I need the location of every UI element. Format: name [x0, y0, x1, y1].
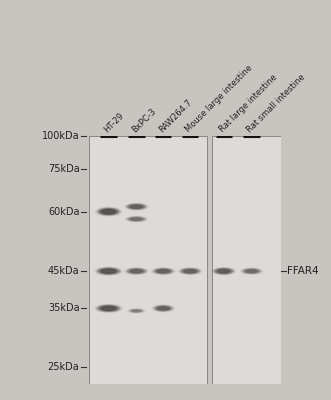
Ellipse shape [124, 267, 149, 275]
Bar [89, 136, 208, 384]
Ellipse shape [129, 269, 144, 274]
Text: 35kDa: 35kDa [48, 303, 79, 313]
Ellipse shape [218, 270, 229, 272]
Ellipse shape [125, 203, 147, 210]
Text: HT-29: HT-29 [102, 110, 126, 134]
Ellipse shape [214, 268, 233, 274]
Ellipse shape [102, 270, 115, 272]
Ellipse shape [158, 270, 169, 272]
Ellipse shape [131, 309, 142, 312]
Ellipse shape [127, 216, 146, 222]
Ellipse shape [127, 268, 146, 274]
Ellipse shape [154, 268, 173, 274]
Ellipse shape [94, 304, 123, 313]
Ellipse shape [132, 310, 141, 312]
Ellipse shape [153, 305, 174, 312]
Ellipse shape [128, 308, 145, 313]
Ellipse shape [183, 269, 197, 274]
Ellipse shape [154, 305, 172, 312]
Ellipse shape [179, 268, 201, 275]
Ellipse shape [125, 268, 147, 275]
Ellipse shape [98, 208, 119, 215]
Ellipse shape [131, 206, 142, 208]
Ellipse shape [184, 270, 196, 272]
Text: 100kDa: 100kDa [42, 131, 79, 141]
Bar [212, 136, 281, 384]
Text: 75kDa: 75kDa [48, 164, 79, 174]
Ellipse shape [213, 267, 235, 275]
Text: 25kDa: 25kDa [48, 362, 79, 372]
Text: FFAR4: FFAR4 [287, 266, 319, 276]
Ellipse shape [95, 207, 122, 216]
Ellipse shape [131, 218, 142, 220]
Ellipse shape [127, 308, 146, 314]
Ellipse shape [124, 203, 149, 211]
Ellipse shape [129, 309, 144, 313]
Ellipse shape [100, 268, 117, 274]
Ellipse shape [158, 307, 169, 309]
Ellipse shape [96, 304, 121, 312]
Ellipse shape [131, 270, 142, 272]
Ellipse shape [151, 267, 176, 275]
Ellipse shape [178, 267, 203, 275]
Text: Rat large intestine: Rat large intestine [217, 73, 279, 134]
Text: RAW264.7: RAW264.7 [157, 97, 194, 134]
Ellipse shape [98, 268, 119, 275]
Ellipse shape [94, 266, 123, 276]
Ellipse shape [100, 306, 117, 311]
Text: Mouse large intestine: Mouse large intestine [184, 63, 255, 134]
Ellipse shape [157, 306, 170, 311]
Text: 45kDa: 45kDa [48, 266, 79, 276]
Ellipse shape [129, 204, 144, 209]
Text: Rat small intestine: Rat small intestine [245, 72, 307, 134]
Ellipse shape [243, 268, 261, 274]
Ellipse shape [102, 210, 115, 213]
Ellipse shape [124, 216, 148, 222]
Ellipse shape [152, 268, 174, 275]
Ellipse shape [211, 267, 236, 276]
Ellipse shape [151, 304, 175, 312]
Ellipse shape [126, 216, 147, 222]
Text: BxPC-3: BxPC-3 [130, 106, 158, 134]
Ellipse shape [246, 270, 257, 272]
Ellipse shape [96, 267, 121, 275]
Ellipse shape [101, 209, 117, 214]
Ellipse shape [240, 268, 263, 275]
Ellipse shape [245, 269, 259, 273]
Ellipse shape [241, 268, 262, 274]
Ellipse shape [156, 269, 170, 274]
Ellipse shape [129, 217, 143, 221]
Ellipse shape [216, 269, 231, 274]
Ellipse shape [102, 307, 115, 310]
Text: 60kDa: 60kDa [48, 207, 79, 217]
Ellipse shape [96, 207, 121, 216]
Ellipse shape [127, 204, 146, 210]
Ellipse shape [98, 305, 119, 312]
Ellipse shape [181, 268, 200, 274]
